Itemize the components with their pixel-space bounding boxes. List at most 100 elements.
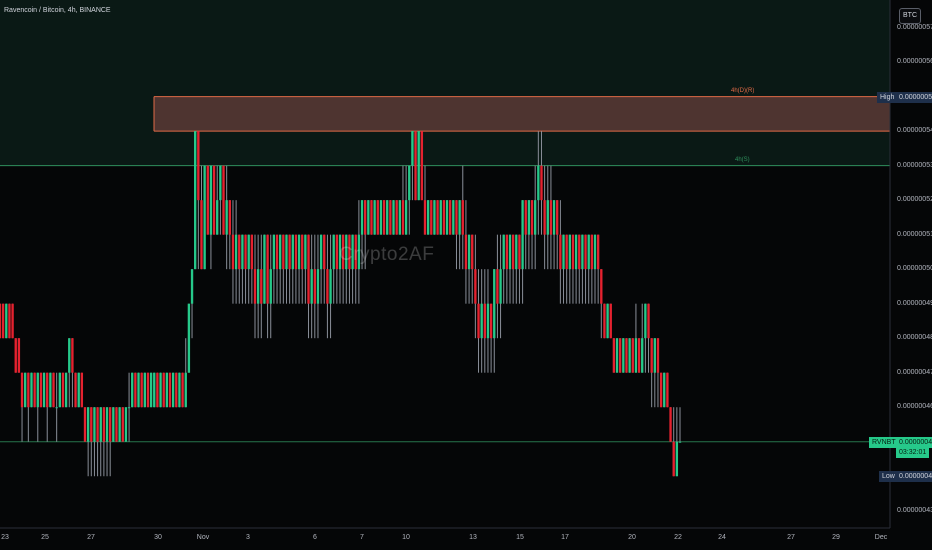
candle-down [134, 372, 137, 408]
candle-up [408, 165, 411, 201]
candle-down [436, 200, 439, 235]
candle-down [348, 234, 351, 270]
candle-up [194, 131, 197, 270]
candle-down [102, 407, 106, 442]
candle-up [127, 407, 131, 409]
candle-up [247, 234, 250, 270]
candle-up [304, 234, 307, 270]
candle-up [493, 269, 496, 339]
last-price-tag: 0.00000045 [896, 436, 932, 448]
candle-up [615, 338, 619, 373]
candle-down [464, 234, 468, 270]
y-tick-label: 0.00000053 [897, 161, 932, 169]
candle-down [524, 200, 527, 235]
candle-up [360, 200, 364, 235]
candle-down [175, 372, 178, 408]
candle-up [36, 372, 39, 408]
candle-up [93, 407, 96, 442]
candle-down [401, 200, 405, 235]
candle-down [549, 200, 553, 235]
candle-up [159, 372, 162, 408]
candle-down [389, 200, 392, 235]
candle-up [153, 372, 156, 408]
candle-down [590, 234, 594, 270]
candle-up [534, 200, 537, 235]
x-tick-label: 24 [718, 534, 726, 541]
candle-up [527, 200, 531, 235]
candle-down [603, 303, 606, 339]
candle-down [364, 200, 367, 235]
candle-down [625, 338, 628, 373]
x-tick-label: 25 [41, 534, 49, 541]
candle-up [203, 165, 206, 270]
candle-up [58, 372, 61, 408]
candle-down [14, 338, 17, 373]
candle-up [574, 234, 578, 270]
candle-down [197, 131, 200, 201]
candle-up [587, 234, 590, 270]
candle-down [596, 234, 600, 270]
candle-up [30, 372, 33, 408]
candle-up [190, 269, 194, 304]
candle-down [612, 338, 616, 373]
candle-up [216, 200, 219, 235]
candle-up [338, 234, 342, 270]
candle-down [250, 234, 254, 270]
y-tick-label: 0.00000051 [897, 230, 932, 238]
x-tick-label: 10 [402, 534, 410, 541]
candle-down [71, 338, 74, 373]
x-tick-label: 3 [246, 534, 250, 541]
candle-up [64, 372, 68, 408]
candle-up [297, 234, 301, 270]
candle-down [90, 407, 93, 442]
candle-up [285, 234, 288, 270]
candle-up [537, 165, 540, 201]
candle-up [426, 200, 430, 235]
y-tick-label: 0.00000056 [897, 58, 932, 66]
candle-up [593, 234, 597, 270]
candle-down [11, 303, 14, 339]
candle-down [46, 372, 49, 408]
candle-up [234, 234, 238, 270]
candle-up [367, 200, 370, 235]
candle-up [77, 372, 80, 408]
candle-down [288, 234, 291, 270]
candle-down [442, 200, 446, 235]
candle-down [489, 303, 493, 339]
candle-up [329, 269, 332, 304]
symbol-tag: RVNBTC [869, 436, 904, 448]
candle-up [219, 165, 222, 201]
low-label-tag: Low [879, 471, 898, 483]
candle-down [156, 372, 159, 408]
candle-down [200, 200, 203, 270]
candle-down [146, 372, 150, 408]
candle-up [209, 165, 213, 235]
y-tick-label: 0.00000050 [897, 265, 932, 273]
candle-down [571, 234, 575, 270]
y-tick-label: 0.00000049 [897, 299, 932, 307]
candle-up [171, 372, 175, 408]
candle-up [486, 303, 490, 339]
candle-up [467, 234, 471, 270]
symbol-title: Ravencoin / Bitcoin, 4h, BINANCE [4, 7, 111, 14]
y-tick-label: 0.00000054 [897, 127, 932, 135]
resistance-zone [154, 96, 890, 132]
candle-down [477, 303, 480, 339]
candle-down [518, 234, 521, 270]
candle-up [653, 338, 656, 373]
candle-down [162, 372, 165, 408]
candle-down [341, 234, 345, 270]
candle-down [483, 303, 486, 339]
candle-down [650, 338, 653, 373]
candle-up [272, 234, 276, 270]
y-tick-label: 0.00000046 [897, 403, 932, 411]
candle-up [568, 234, 571, 270]
currency-selector[interactable]: BTC [899, 8, 921, 24]
candle-down [260, 269, 263, 304]
candle-down [556, 200, 559, 235]
candle-up [165, 372, 169, 408]
candle-up [42, 372, 46, 408]
x-tick-label: Dec [874, 534, 888, 541]
